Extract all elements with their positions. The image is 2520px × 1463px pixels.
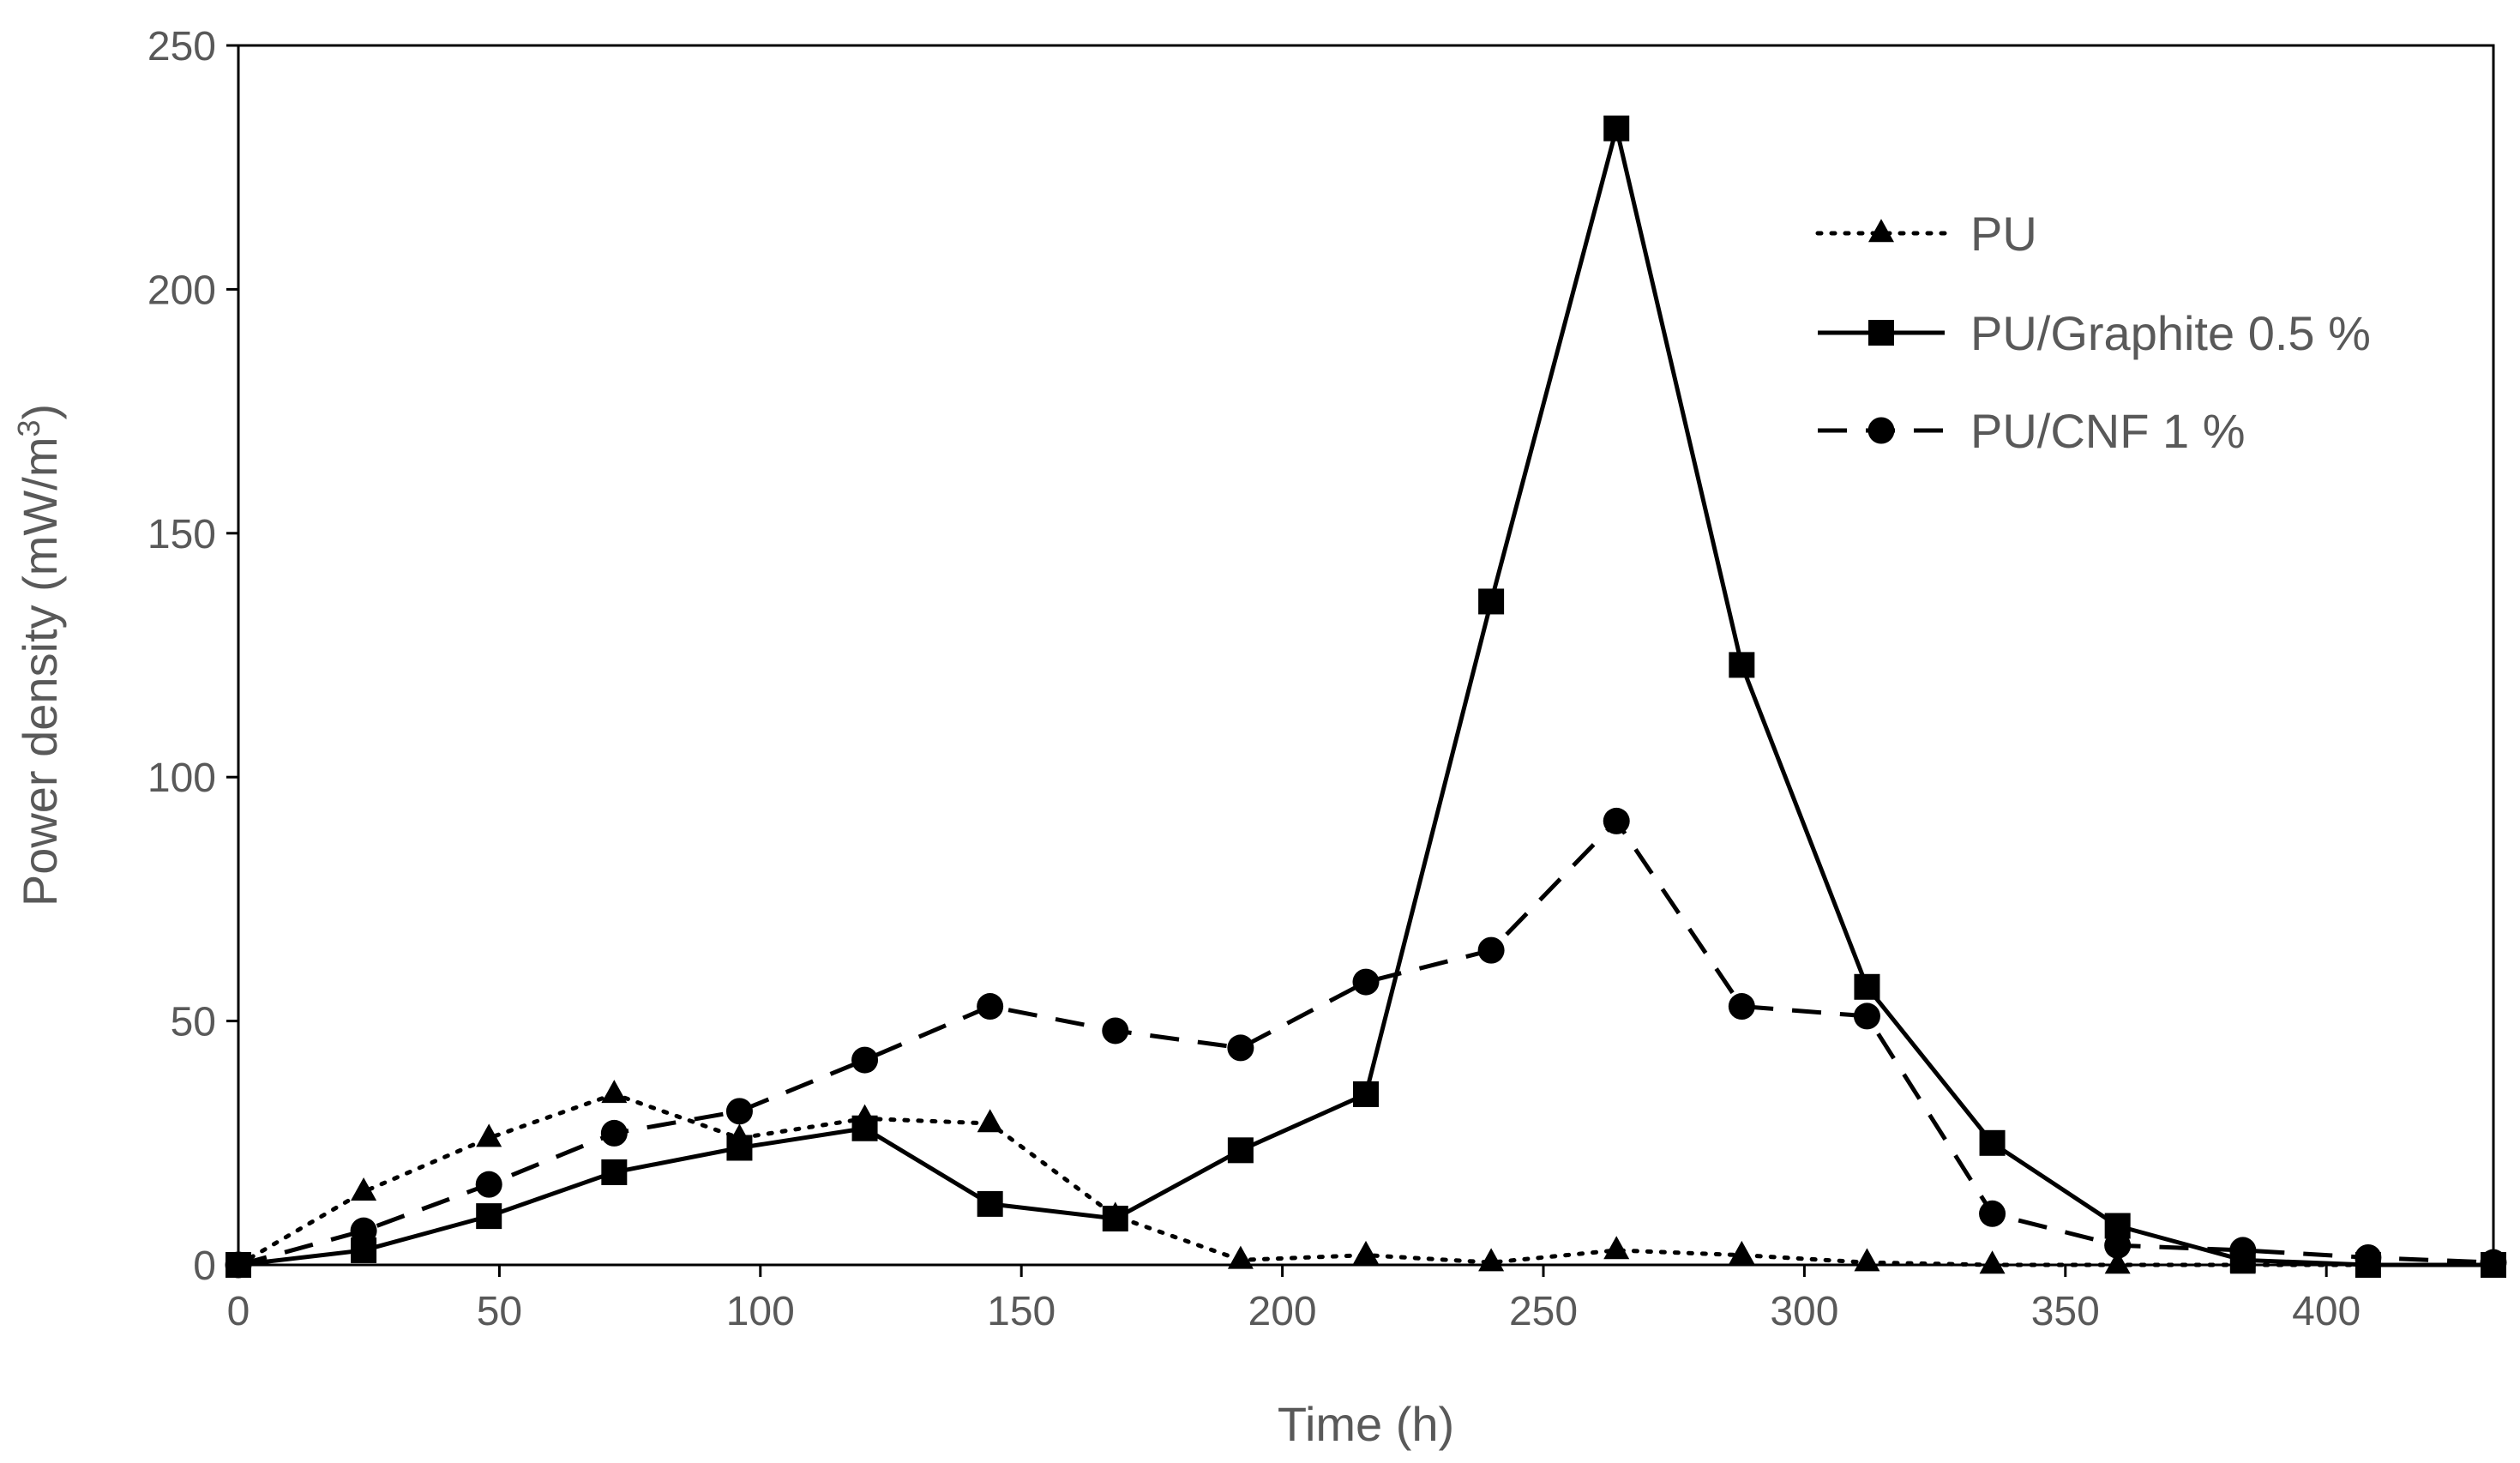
data-point-square (1979, 1129, 2006, 1156)
series-layer (225, 115, 2507, 1279)
data-point-circle (1227, 1034, 1254, 1062)
legend-item: PU (1815, 207, 2037, 261)
data-point-circle (1352, 968, 1380, 996)
data-point-square (1603, 115, 1630, 141)
data-point-square (2229, 1247, 2256, 1273)
data-point-circle (1853, 1002, 1880, 1030)
data-point-square (726, 1135, 753, 1161)
series-square-group (226, 115, 2506, 1278)
data-point-triangle (1729, 1240, 1755, 1264)
data-point-triangle (1603, 1236, 1630, 1260)
data-point-circle (2104, 1231, 2132, 1259)
legend-label: PU/CNF 1 % (1970, 404, 2246, 458)
legend-label: PU/Graphite 0.5 % (1970, 306, 2371, 360)
data-point-triangle (1227, 1245, 1254, 1269)
data-point-circle (725, 1098, 753, 1125)
legend-label: PU (1970, 207, 2037, 261)
data-point-circle (600, 1119, 628, 1147)
data-point-circle (977, 993, 1004, 1020)
x-tick-label: 200 (1248, 1289, 1317, 1334)
legend: PU PU/Graphite 0.5 % PU/CNF 1 % (1815, 207, 2371, 458)
data-point-square (2104, 1213, 2131, 1239)
data-point-square (2481, 1252, 2506, 1278)
data-point-circle (475, 1171, 502, 1198)
data-point-triangle (2104, 1250, 2131, 1274)
data-point-triangle (1854, 1248, 1880, 1272)
data-point-square (1227, 1137, 1254, 1164)
x-tick-label: 50 (477, 1289, 522, 1334)
y-axis-title-superscript: 3 (11, 419, 46, 436)
y-axis-ticks: 0 50 100 150 200 250 (147, 24, 238, 1289)
x-axis-title: Time (h) (1278, 1397, 1454, 1451)
y-tick-label: 50 (171, 1000, 216, 1045)
data-point-square (851, 1115, 878, 1141)
y-tick-label: 150 (147, 512, 216, 557)
data-point-triangle (1979, 1250, 2006, 1274)
data-point-circle (1102, 1017, 1129, 1045)
data-point-square (1102, 1205, 1128, 1231)
data-point-square (1854, 973, 1880, 1000)
data-point-square (1478, 588, 1505, 615)
legend-item: PU/Graphite 0.5 % (1818, 306, 2371, 360)
data-point-square (226, 1252, 251, 1278)
data-point-circle (851, 1046, 879, 1074)
data-point-square (1729, 652, 1755, 678)
data-point-circle (350, 1217, 377, 1244)
x-tick-label: 250 (1509, 1289, 1578, 1334)
data-point-triangle (1353, 1240, 1379, 1264)
data-point-circle (1979, 1200, 2006, 1227)
y-tick-label: 200 (147, 268, 216, 313)
x-tick-label: 0 (227, 1289, 250, 1334)
data-point-triangle (601, 1080, 628, 1104)
y-tick-label: 100 (147, 756, 216, 801)
data-point-square (2355, 1252, 2381, 1278)
data-point-triangle (1478, 1248, 1505, 1272)
legend-marker-square (1868, 320, 1894, 346)
data-point-square (601, 1159, 628, 1185)
legend-item: PU/CNF 1 % (1818, 404, 2246, 458)
y-tick-label: 250 (147, 24, 216, 69)
x-tick-label: 400 (2292, 1289, 2361, 1334)
x-tick-label: 350 (2031, 1289, 2100, 1334)
x-tick-label: 150 (987, 1289, 1056, 1334)
data-point-triangle (977, 1109, 1003, 1133)
legend-marker-circle (1867, 417, 1895, 444)
data-point-triangle (476, 1123, 502, 1147)
x-tick-label: 300 (1770, 1289, 1838, 1334)
data-point-square (476, 1203, 502, 1230)
y-axis-title: Power density (mW/m3) (11, 404, 67, 906)
x-axis-ticks: 0 50 100 150 200 250 300 350 400 (227, 1265, 2361, 1334)
x-tick-label: 100 (726, 1289, 795, 1334)
data-point-circle (1477, 936, 1505, 964)
data-point-square (351, 1237, 377, 1263)
data-point-circle (1728, 993, 1755, 1020)
y-axis-title-main: Power density (mW/m (13, 437, 67, 907)
data-point-triangle (351, 1177, 377, 1201)
legend-marker-triangle (1868, 219, 1894, 243)
plot-area-frame (237, 44, 2495, 1267)
data-point-circle (1603, 807, 1630, 834)
data-point-square (977, 1190, 1003, 1217)
data-point-square (1353, 1081, 1379, 1107)
y-tick-label: 0 (193, 1243, 216, 1289)
y-axis-title-suffix: ) (13, 404, 67, 420)
series-triangle-group (226, 1080, 2506, 1274)
